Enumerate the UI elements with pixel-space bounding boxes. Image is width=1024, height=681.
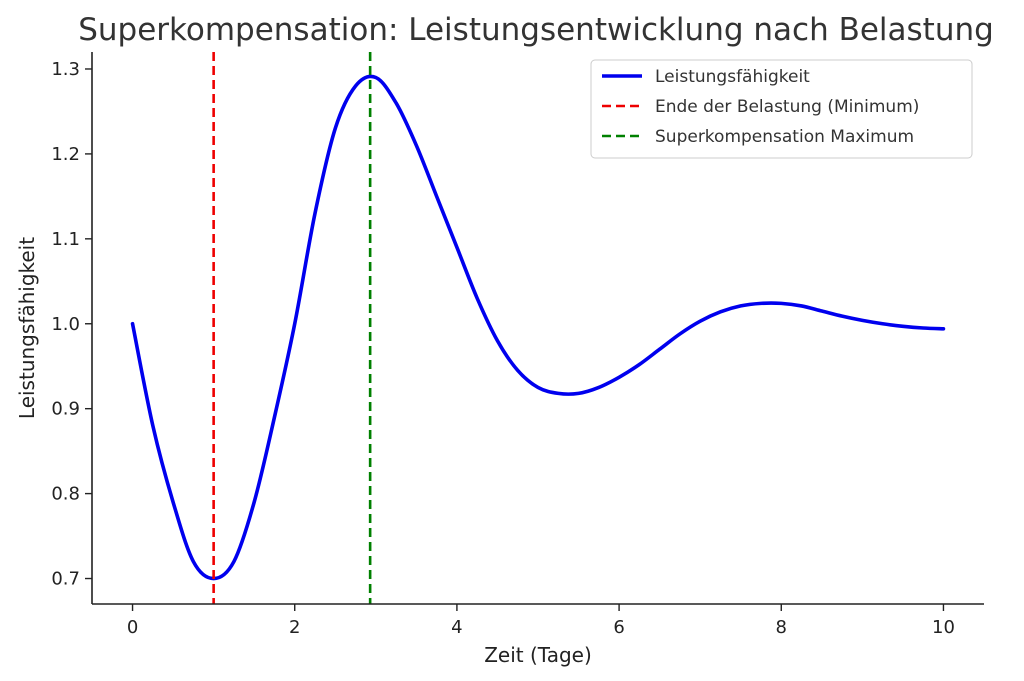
legend-box xyxy=(590,59,973,159)
x-tick-label: 0 xyxy=(127,617,138,638)
series-line-leistungsfaehigkeit xyxy=(130,74,946,581)
x-tick-label: 6 xyxy=(613,617,624,638)
y-tick-label: 0.8 xyxy=(51,484,80,505)
y-axis-ticks: 0.7 0.8 0.9 1.0 1.1 1.2 1.3 xyxy=(51,59,92,590)
y-axis-label: Leistungsfähigkeit xyxy=(15,237,39,419)
y-tick-label: 1.1 xyxy=(51,229,80,250)
x-axis-label: Zeit (Tage) xyxy=(484,643,592,667)
legend: Leistungsfähigkeit Ende der Belastung (Mi… xyxy=(590,59,973,159)
x-tick-label: 10 xyxy=(932,617,955,638)
x-axis-ticks: 0 2 4 6 8 10 xyxy=(127,604,955,638)
y-tick-label: 1.2 xyxy=(51,144,80,165)
legend-entry-label: Leistungsfähigkeit xyxy=(655,67,810,87)
legend-entry-label: Ende der Belastung (Minimum) xyxy=(655,97,919,117)
legend-entry-label: Superkompensation Maximum xyxy=(655,127,914,147)
plot-lines xyxy=(130,52,946,604)
x-tick-label: 4 xyxy=(451,617,462,638)
y-tick-label: 1.3 xyxy=(51,59,80,80)
y-tick-label: 0.7 xyxy=(51,569,80,590)
x-tick-label: 2 xyxy=(289,617,300,638)
chart-title: Superkompensation: Leistungsentwicklung … xyxy=(78,12,994,48)
y-tick-label: 0.9 xyxy=(51,399,80,420)
y-tick-label: 1.0 xyxy=(51,314,80,335)
x-tick-label: 8 xyxy=(776,617,787,638)
